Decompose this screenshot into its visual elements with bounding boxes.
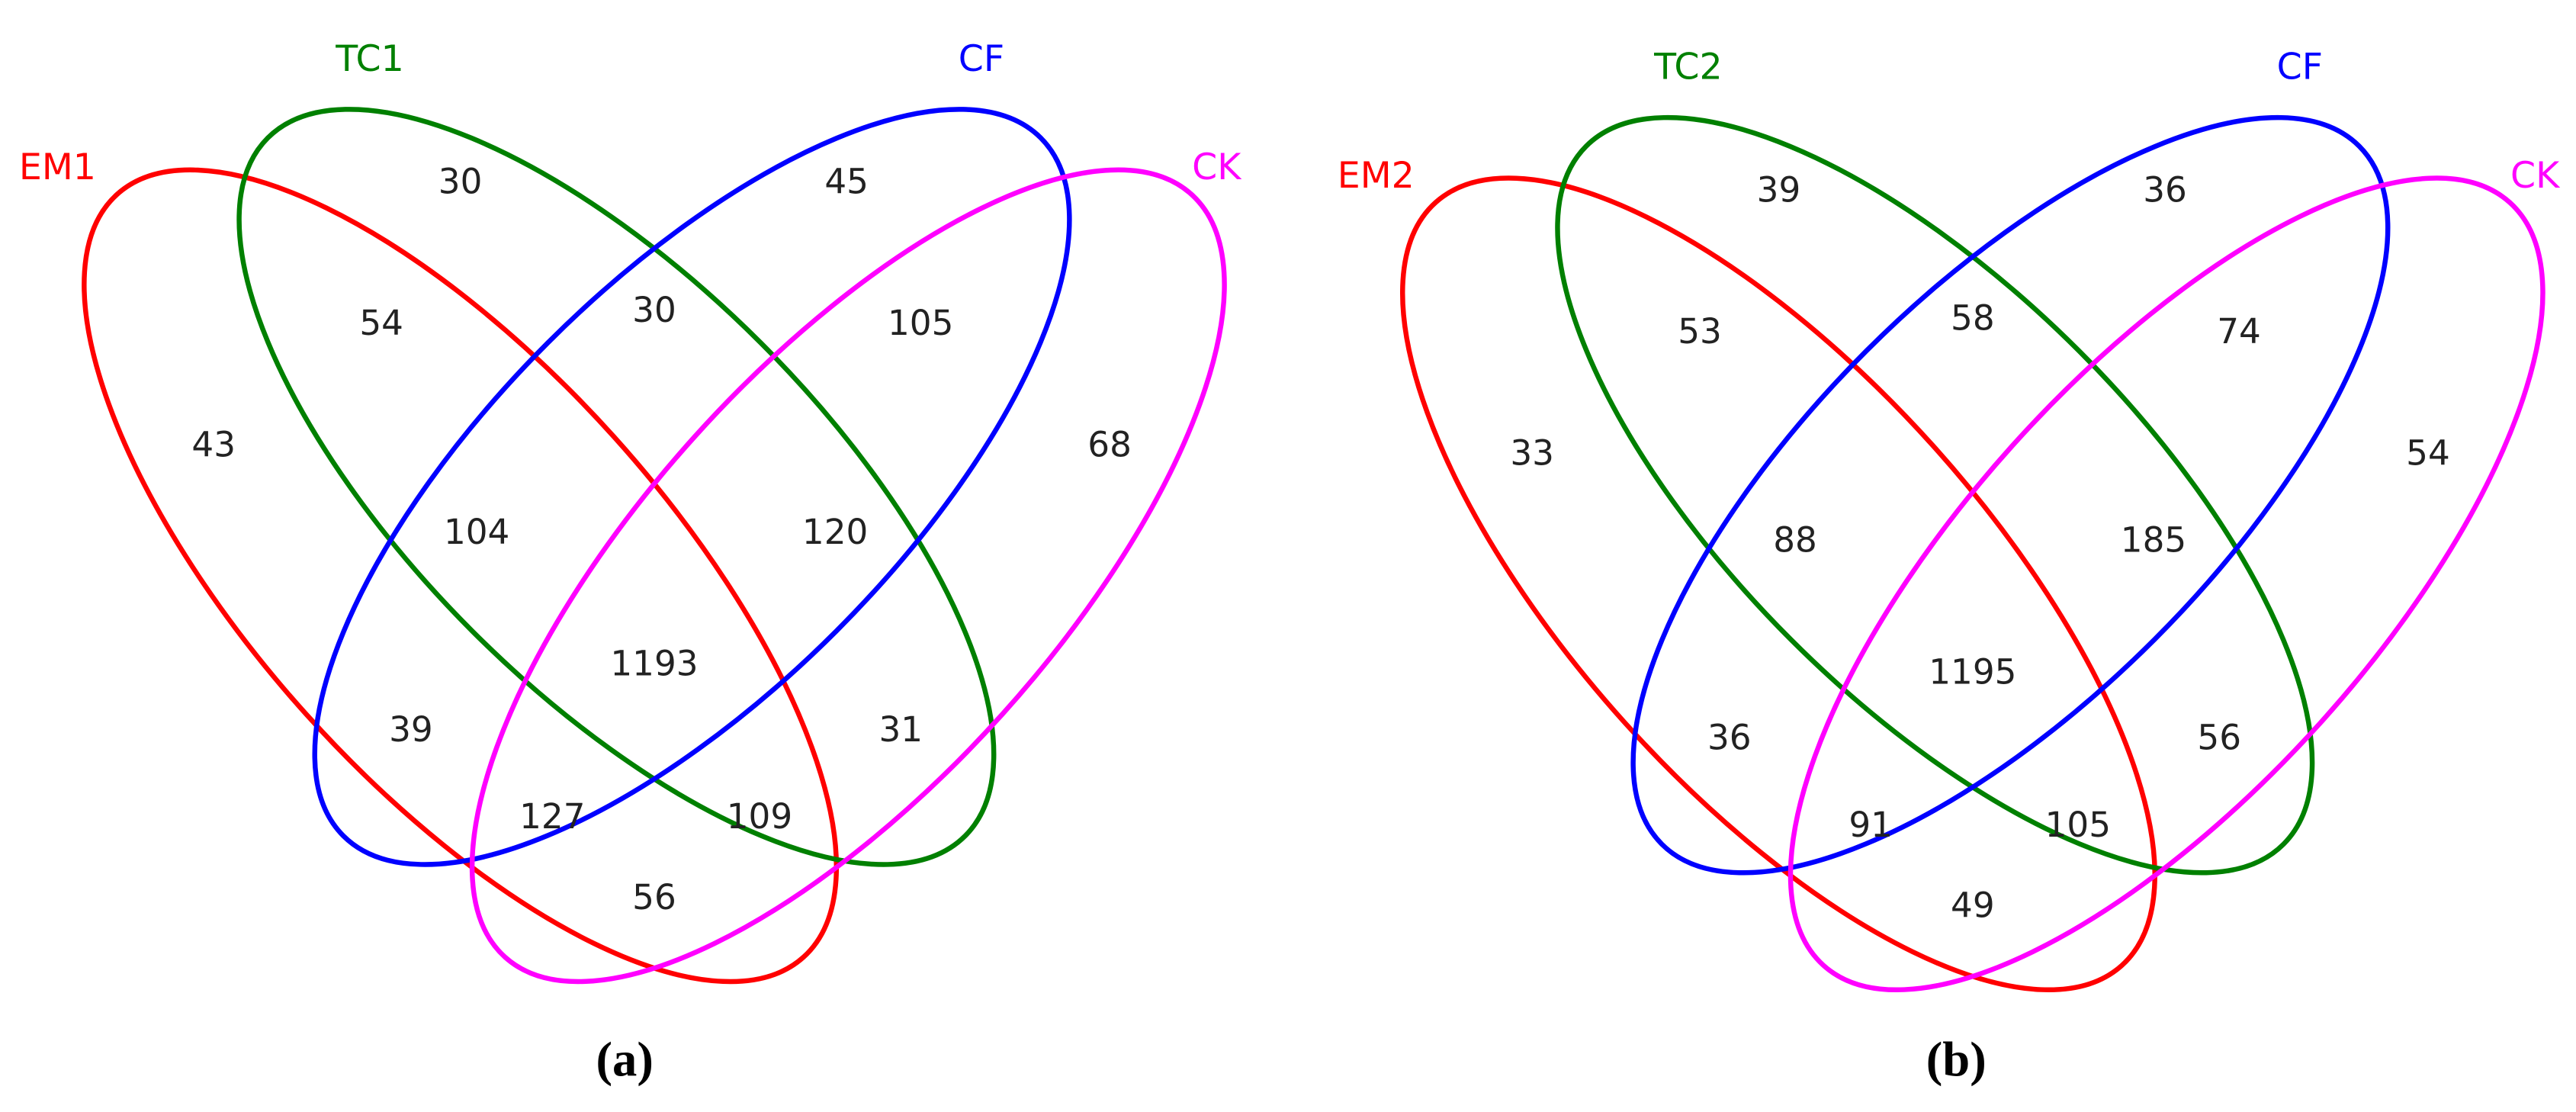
- set-label: CF: [2277, 47, 2323, 88]
- region-count: 39: [1757, 169, 1801, 210]
- set-ellipse: [236, 107, 997, 867]
- set-label: CK: [2510, 155, 2561, 197]
- panel-caption: (b): [1926, 1031, 1987, 1087]
- region-count: 53: [1678, 311, 1722, 352]
- region-count: 1195: [1929, 651, 2016, 692]
- region-count: 88: [1773, 520, 1817, 561]
- set-ellipse: [312, 107, 1072, 867]
- set-ellipse: [469, 167, 1227, 985]
- region-count: 54: [2406, 432, 2450, 473]
- panel-caption: (a): [596, 1031, 653, 1087]
- region-count: 104: [444, 512, 509, 552]
- set-ellipse: [1555, 114, 2315, 876]
- region-count: 185: [2121, 520, 2186, 561]
- region-count: 33: [1510, 432, 1554, 473]
- region-count: 39: [389, 709, 433, 750]
- region-count: 36: [2143, 169, 2187, 210]
- region-count: 105: [2045, 805, 2111, 845]
- set-label: EM1: [19, 146, 96, 188]
- region-count: 109: [727, 796, 792, 837]
- region-count: 74: [2217, 311, 2261, 352]
- set-ellipse: [1400, 175, 2157, 993]
- region-count: 30: [438, 162, 483, 202]
- region-count: 49: [1951, 885, 1995, 926]
- region-count: 30: [632, 290, 676, 330]
- region-count: 56: [2197, 718, 2241, 758]
- set-label: TC2: [1653, 47, 1722, 88]
- region-count: 68: [1087, 425, 1132, 465]
- region-count: 31: [879, 709, 923, 750]
- region-count: 54: [359, 303, 403, 343]
- set-label: TC1: [335, 38, 403, 80]
- region-count: 36: [1707, 718, 1752, 758]
- region-count: 43: [191, 425, 236, 465]
- region-count: 120: [802, 512, 868, 552]
- region-count: 105: [888, 303, 953, 343]
- region-count: 58: [1951, 298, 1995, 339]
- set-ellipse: [82, 167, 840, 985]
- venn-panel: EM2 TC2 CF CK 39 36 53 58 74 33 54 88 185 1195 36 56 91 1…: [1338, 47, 2561, 1088]
- region-count: 1193: [610, 643, 698, 683]
- set-ellipse: [1787, 175, 2545, 993]
- region-count: 56: [632, 877, 676, 918]
- region-count: 91: [1848, 805, 1893, 845]
- venn-panel: EM1 TC1 CF CK 30 45 54 30 105 43 68 104 120 1193 39 31 1…: [19, 38, 1242, 1088]
- set-label: CK: [1192, 146, 1242, 188]
- set-ellipse: [1630, 114, 2391, 876]
- set-label: EM2: [1338, 155, 1415, 197]
- region-count: 127: [519, 796, 585, 837]
- set-label: CF: [959, 38, 1004, 80]
- region-count: 45: [824, 162, 869, 202]
